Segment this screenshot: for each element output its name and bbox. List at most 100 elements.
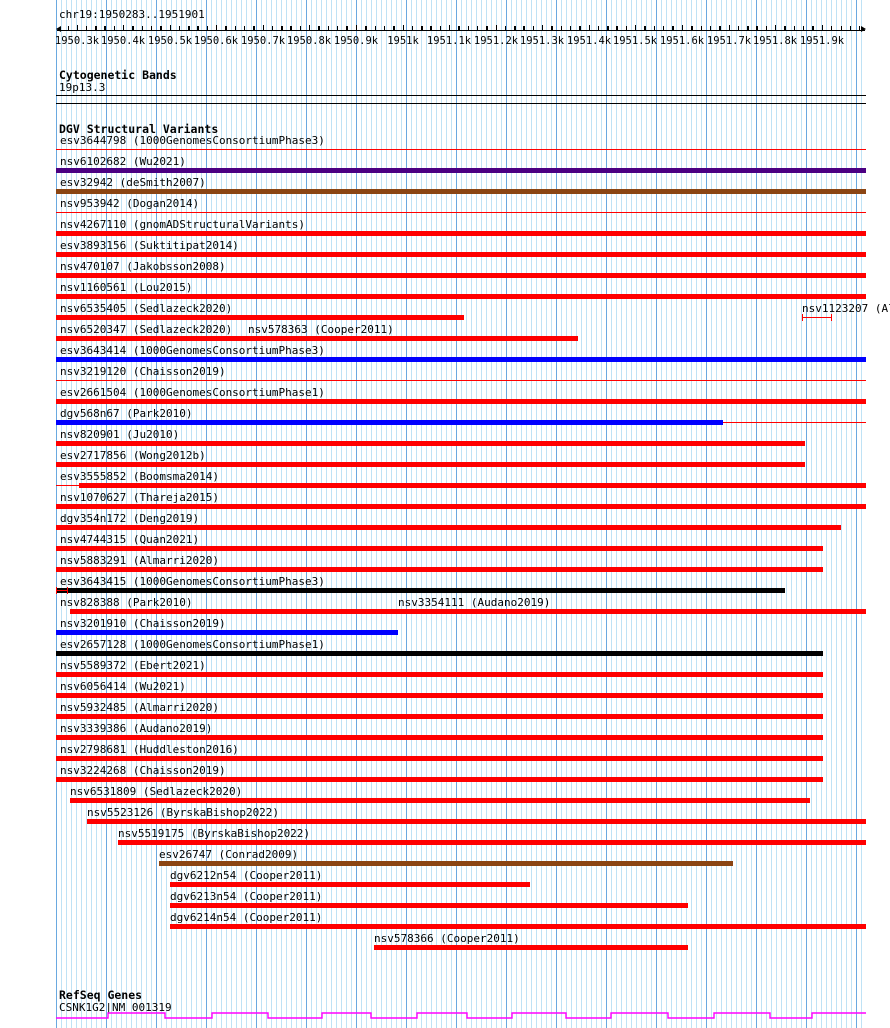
dgv-variant-bar[interactable]	[87, 819, 866, 824]
dgv-variant-label[interactable]: nsv578363 (Cooper2011)	[248, 323, 394, 336]
dgv-variant-label[interactable]: nsv5519175 (ByrskaBishop2022)	[118, 827, 311, 840]
dgv-variant-label[interactable]: esv3643414 (1000GenomesConsortiumPhase3)	[60, 344, 325, 357]
dgv-variant-label[interactable]: nsv3339386 (Audano2019)	[60, 722, 213, 735]
dgv-variant-label[interactable]: nsv4744315 (Quan2021)	[60, 533, 200, 546]
dgv-variant-bar[interactable]	[56, 399, 866, 404]
dgv-variant-label[interactable]: nsv5932485 (Almarri2020)	[60, 701, 219, 714]
dgv-variant-bar[interactable]	[56, 525, 841, 530]
dgv-variant-label[interactable]: esv26747 (Conrad2009)	[159, 848, 299, 861]
dgv-variant-label[interactable]: nsv820901 (Ju2010)	[60, 428, 180, 441]
dgv-variant-bar[interactable]	[56, 441, 805, 446]
ruler-tick-minor	[375, 26, 376, 30]
dgv-variant-label[interactable]: esv2717856 (Wong2012b)	[60, 449, 206, 462]
dgv-variant-label[interactable]: nsv6520347 (Sedlazeck2020)	[60, 323, 233, 336]
dgv-variant-bar[interactable]	[56, 693, 823, 698]
dgv-track-title: DGV Structural Variants	[59, 122, 219, 136]
dgv-variant-label[interactable]: nsv3354111 (Audano2019)	[398, 596, 551, 609]
dgv-variant-label[interactable]: nsv470107 (Jakobsson2008)	[60, 260, 226, 273]
dgv-variant-label[interactable]: nsv578366 (Cooper2011)	[374, 932, 520, 945]
dgv-variant-bar[interactable]	[56, 756, 823, 761]
dgv-variant-label[interactable]: nsv4267110 (gnomADStructuralVariants)	[60, 218, 306, 231]
dgv-variant-bar[interactable]	[56, 336, 578, 341]
dgv-variant-bar[interactable]	[56, 294, 866, 299]
dgv-variant-bar[interactable]	[170, 882, 530, 887]
dgv-variant-label[interactable]: nsv3201910 (Chaisson2019)	[60, 617, 226, 630]
ruler-tick-minor	[766, 26, 767, 30]
dgv-variant-bar[interactable]	[56, 149, 866, 150]
dgv-variant-label[interactable]: esv2657128 (1000GenomesConsortiumPhase1)	[60, 638, 325, 651]
dgv-variant-label[interactable]: nsv1160561 (Lou2015)	[60, 281, 193, 294]
dgv-variant-label[interactable]: dgv6212n54 (Cooper2011)	[170, 869, 323, 882]
ruler-tick-minor	[505, 26, 506, 30]
dgv-variant-bracket-marker[interactable]	[56, 587, 68, 594]
locus-label: chr19:1950283..1951901	[59, 8, 205, 21]
dgv-variant-bar[interactable]	[56, 567, 823, 572]
dgv-variant-label[interactable]: nsv6535405 (Sedlazeck2020)	[60, 302, 233, 315]
dgv-variant-bar[interactable]	[56, 252, 866, 257]
ruler-tick-major	[589, 25, 590, 31]
dgv-variant-bar[interactable]	[56, 777, 823, 782]
dgv-variant-label[interactable]: nsv6056414 (Wu2021)	[60, 680, 186, 693]
ruler-tick-minor	[607, 26, 608, 30]
dgv-variant-label[interactable]: dgv568n67 (Park2010)	[60, 407, 193, 420]
dgv-variant-bar[interactable]	[118, 840, 866, 845]
ruler-tick-minor	[756, 26, 757, 30]
dgv-variant-label[interactable]: nsv2798681 (Huddleston2016)	[60, 743, 239, 756]
dgv-variant-label[interactable]: nsv5523126 (ByrskaBishop2022)	[87, 806, 280, 819]
dgv-variant-label[interactable]: nsv6102682 (Wu2021)	[60, 155, 186, 168]
dgv-variant-label[interactable]: nsv3219120 (Chaisson2019)	[60, 365, 226, 378]
dgv-variant-bar[interactable]	[56, 420, 723, 425]
dgv-variant-bar[interactable]	[56, 380, 866, 381]
dgv-variant-label[interactable]: nsv828388 (Park2010)	[60, 596, 193, 609]
refseq-gene-label[interactable]: CSNK1G2|NM_001319	[59, 1001, 172, 1014]
dgv-variant-label[interactable]: nsv5883291 (Almarri2020)	[60, 554, 219, 567]
dgv-variant-bar[interactable]	[56, 273, 866, 278]
dgv-variant-bar[interactable]	[56, 189, 866, 194]
ruler-tick-minor	[570, 26, 571, 30]
dgv-variant-label[interactable]: nsv5589372 (Ebert2021)	[60, 659, 206, 672]
refseq-gene-line[interactable]	[56, 1012, 866, 1019]
dgv-variant-label[interactable]: dgv354n172 (Deng2019)	[60, 512, 200, 525]
dgv-variant-label[interactable]: nsv953942 (Dogan2014)	[60, 197, 200, 210]
dgv-variant-bar[interactable]	[56, 630, 398, 635]
dgv-variant-bar[interactable]	[56, 546, 823, 551]
dgv-variant-bar[interactable]	[56, 588, 785, 593]
dgv-variant-label[interactable]: esv3644798 (1000GenomesConsortiumPhase3)	[60, 134, 325, 147]
dgv-variant-bar[interactable]	[70, 798, 810, 803]
ruler-tick-minor	[394, 26, 395, 30]
dgv-variant-bar[interactable]	[56, 735, 823, 740]
ruler-tick-minor	[337, 26, 338, 30]
dgv-variant-bar[interactable]	[159, 861, 733, 866]
dgv-variant-bar[interactable]	[56, 212, 866, 213]
dgv-variant-bar[interactable]	[70, 609, 866, 614]
dgv-variant-bar[interactable]	[56, 651, 823, 656]
dgv-variant-bar[interactable]	[56, 714, 823, 719]
dgv-variant-bar[interactable]	[170, 903, 688, 908]
dgv-variant-label[interactable]: esv2661504 (1000GenomesConsortiumPhase1)	[60, 386, 325, 399]
dgv-variant-label[interactable]: nsv6531809 (Sedlazeck2020)	[70, 785, 243, 798]
dgv-variant-bar[interactable]	[56, 462, 805, 467]
dgv-variant-label[interactable]: esv3555852 (Boomsma2014)	[60, 470, 219, 483]
dgv-variant-label[interactable]: dgv6213n54 (Cooper2011)	[170, 890, 323, 903]
dgv-variant-label[interactable]: esv3643415 (1000GenomesConsortiumPhase3)	[60, 575, 325, 588]
dgv-variant-bar[interactable]	[56, 168, 866, 173]
dgv-variant-bar[interactable]	[56, 315, 464, 320]
dgv-variant-label[interactable]: esv32942 (deSmith2007)	[60, 176, 206, 189]
dgv-variant-bracket-marker[interactable]	[802, 314, 832, 321]
dgv-variant-label[interactable]: esv3893156 (Suktitipat2014)	[60, 239, 239, 252]
dgv-variant-bar[interactable]	[170, 924, 866, 929]
dgv-variant-bar[interactable]	[56, 357, 866, 362]
dgv-variant-label[interactable]: nsv3224268 (Chaisson2019)	[60, 764, 226, 777]
dgv-variant-bar[interactable]	[374, 945, 688, 950]
dgv-variant-bar[interactable]	[56, 231, 866, 236]
dgv-variant-label[interactable]: nsv1070627 (Thareja2015)	[60, 491, 219, 504]
cytogenetic-band-label[interactable]: 19p13.3	[59, 81, 106, 94]
dgv-variant-bar[interactable]	[56, 672, 823, 677]
dgv-variant-label[interactable]: dgv6214n54 (Cooper2011)	[170, 911, 323, 924]
dgv-variant-bar[interactable]	[56, 504, 866, 509]
ruler-tick-minor	[290, 26, 291, 30]
ruler-tick-label: 1950.3k	[54, 35, 100, 47]
ruler-tick-major	[822, 25, 823, 31]
dgv-variant-label[interactable]: nsv1123207 (Al:	[802, 302, 890, 315]
